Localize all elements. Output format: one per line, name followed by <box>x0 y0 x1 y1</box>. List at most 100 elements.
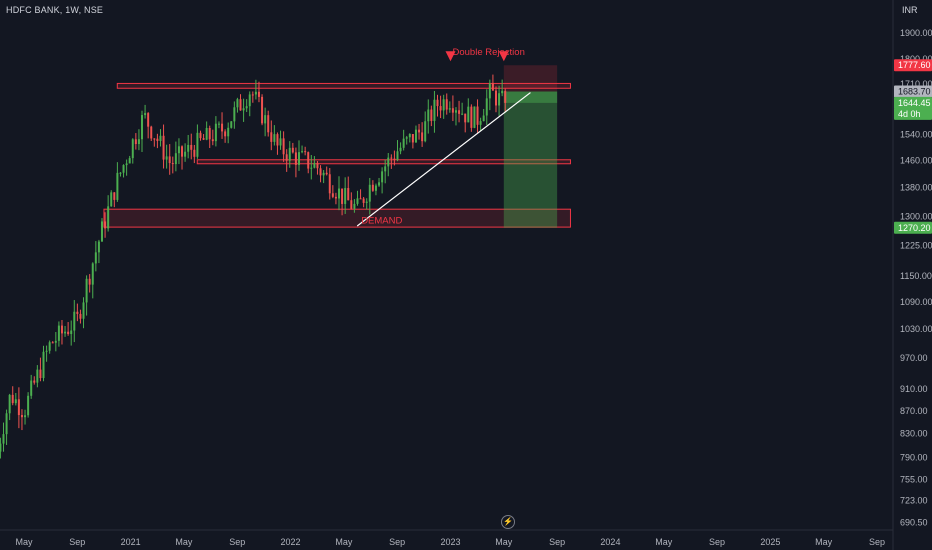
candle-body <box>165 156 168 160</box>
candle-body <box>451 108 454 113</box>
candle-body <box>134 139 137 145</box>
candle-body <box>202 138 205 140</box>
candle-body <box>27 395 30 416</box>
candle-body <box>482 115 485 122</box>
candle-body <box>122 165 125 173</box>
time-tick-label: May <box>815 537 833 547</box>
demand-label: DEMAND <box>361 215 402 226</box>
candle-body <box>254 91 257 95</box>
candle-body <box>233 107 236 122</box>
price-tick-label: 1225.00 <box>900 240 932 250</box>
position-reward-area <box>503 91 558 228</box>
candle-body <box>350 200 353 209</box>
candle-body <box>288 147 291 161</box>
candle-body <box>498 93 501 106</box>
lightning-icon[interactable]: ⚡ <box>501 515 515 529</box>
candle-body <box>128 158 131 164</box>
candle-body <box>119 172 122 174</box>
candle-body <box>14 399 17 404</box>
candle-body <box>2 434 5 444</box>
entry-price-tag-text: 1683.70 <box>898 86 931 96</box>
candle-body <box>381 171 384 183</box>
candle-body <box>125 163 128 166</box>
time-axis: May Sep 2021 May Sep 2022 May Sep 2023 May Sep 2024… <box>15 537 885 547</box>
candle-body <box>390 157 393 159</box>
candle-body <box>57 325 60 341</box>
price-tick-label: 1900.00 <box>900 28 932 38</box>
candle-body <box>334 196 337 199</box>
candle-body <box>319 168 322 176</box>
time-tick-label: Sep <box>229 537 245 547</box>
candle-body <box>116 172 119 200</box>
candle-body <box>461 113 464 115</box>
time-tick-label: 2025 <box>760 537 780 547</box>
candle-body <box>24 415 27 418</box>
price-tick-label: 970.00 <box>900 353 928 363</box>
candle-body <box>359 198 362 200</box>
price-tick-label: 1300.00 <box>900 212 932 222</box>
time-tick-label: 2024 <box>600 537 620 547</box>
time-tick-label: May <box>335 537 353 547</box>
candle-body <box>196 132 199 157</box>
candle-body <box>270 132 273 142</box>
candle-body <box>371 184 374 191</box>
time-tick-label: May <box>15 537 33 547</box>
candle-body <box>448 108 451 110</box>
candle-body <box>211 139 214 142</box>
candle-body <box>33 380 36 383</box>
candle-body <box>467 106 470 123</box>
candle-body <box>408 134 411 138</box>
time-tick-label: May <box>655 537 673 547</box>
candle-body <box>341 188 344 204</box>
stop-price-tag-text: 1270.20 <box>898 223 931 233</box>
candle-body <box>261 96 264 124</box>
resistance-price-tag <box>894 59 932 72</box>
candle-body <box>485 98 488 116</box>
candle-body <box>344 188 347 204</box>
candle-body <box>0 443 2 452</box>
candle-body <box>239 99 242 111</box>
time-tick-label: 2023 <box>440 537 460 547</box>
candle-body <box>322 172 325 176</box>
candle-body <box>5 413 8 435</box>
candle-body <box>79 313 82 319</box>
currency-label: INR <box>902 5 918 15</box>
candle-body <box>424 121 427 142</box>
candle-body <box>353 203 356 209</box>
candle-body <box>100 221 103 242</box>
candle-body <box>356 198 359 204</box>
candle-body <box>291 147 294 153</box>
time-tick-label: Sep <box>549 537 565 547</box>
price-tick-label: 1460.00 <box>900 155 932 165</box>
countdown-tag-text: 4d 0h <box>898 109 921 119</box>
candle-body <box>430 109 433 121</box>
countdown-tag <box>894 107 932 120</box>
candle-body <box>224 131 227 137</box>
price-tick-label: 790.00 <box>900 452 928 462</box>
time-tick-label: 2021 <box>121 537 141 547</box>
candle-body <box>85 278 88 303</box>
stop-price-tag <box>894 221 932 234</box>
candle-body <box>181 146 184 157</box>
candle-body <box>267 115 270 133</box>
candle-body <box>20 415 23 418</box>
candle-body <box>214 123 217 142</box>
candle-body <box>199 132 202 139</box>
candle-body <box>387 157 390 167</box>
annotation-layer: Double Rejection DEMAND <box>361 47 525 226</box>
time-tick-label: Sep <box>709 537 725 547</box>
candle-body <box>436 99 439 107</box>
candle-body <box>491 83 494 91</box>
candle-body <box>297 152 300 165</box>
candle-body <box>473 106 476 128</box>
candle-body <box>159 135 162 141</box>
candle-body <box>54 340 57 343</box>
candle-body <box>421 132 424 142</box>
candle-body <box>113 192 116 200</box>
time-tick-label: Sep <box>69 537 85 547</box>
candle-body <box>257 91 260 97</box>
time-tick-label: Sep <box>869 537 885 547</box>
candle-body <box>433 99 436 121</box>
